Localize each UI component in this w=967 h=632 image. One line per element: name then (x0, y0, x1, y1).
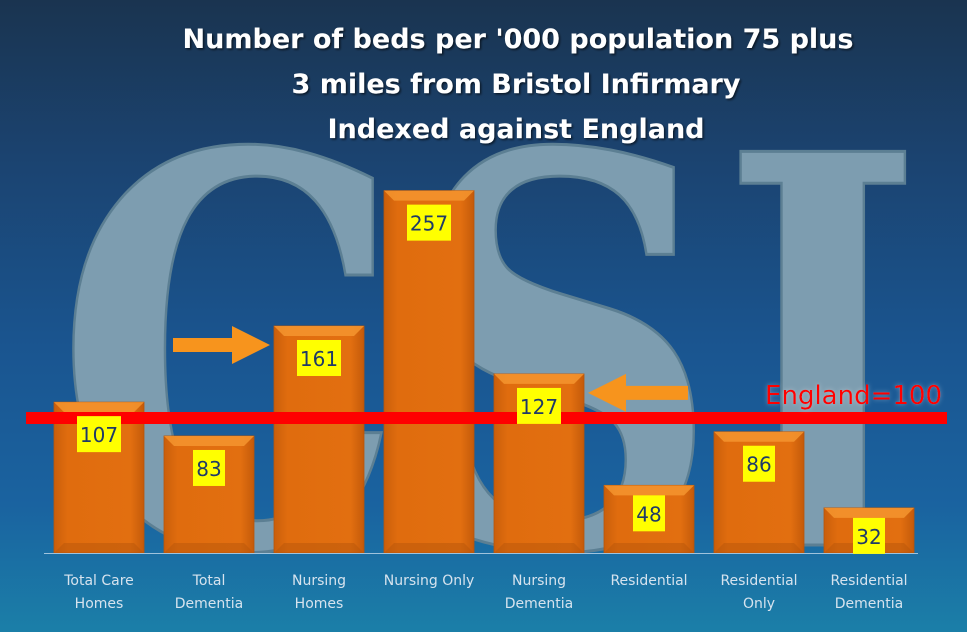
data-label-box (743, 445, 775, 482)
data-label: 107 (77, 416, 121, 453)
bar (383, 190, 475, 554)
data-label: 86 (743, 445, 775, 482)
bar-bevel-top (714, 431, 804, 442)
bar-bevel-bottom (604, 543, 694, 553)
data-label-box (193, 449, 225, 486)
x-tick-label: Nursing Only (384, 573, 475, 589)
reference-line-label: England=100 (765, 381, 942, 411)
category-labels: Total Care Homes Total Dementia Nursing Homes… (63, 573, 907, 612)
data-label-text: 257 (410, 212, 448, 236)
x-tick-label: Residential Dementia (830, 573, 907, 612)
bar-bevel-top (274, 325, 364, 336)
data-label-box (407, 204, 451, 241)
annotation-arrows (173, 325, 688, 412)
bar-bevel-bottom (164, 543, 254, 553)
bar-bevel-bottom (714, 543, 804, 553)
bar-bevel-top (54, 402, 144, 413)
value-labels: 107 83 161 257 127 48 86 32 (77, 204, 885, 554)
bar (163, 435, 255, 554)
bar-body (383, 190, 475, 554)
data-label-text: 86 (746, 453, 771, 477)
x-tick-label: Nursing Homes (292, 573, 346, 612)
arrow-left-icon (588, 373, 688, 412)
arrow-right-icon (173, 325, 270, 364)
bar-bevel-bottom (54, 543, 144, 553)
x-tick-label: Nursing Dementia (505, 573, 573, 612)
bar-bevel-top (164, 435, 254, 446)
data-label: 127 (517, 387, 561, 424)
reference-line (26, 412, 947, 424)
data-label-box (517, 387, 561, 424)
data-label: 83 (193, 449, 225, 486)
chart-title: Number of beds per '000 population 75 pl… (183, 24, 854, 145)
bar-bevel-top (384, 190, 474, 201)
data-label-text: 32 (856, 525, 881, 549)
x-tick-label: Residential Only (720, 573, 797, 612)
x-tick-label: Residential (610, 573, 687, 589)
bar-bevel-bottom (384, 543, 474, 553)
bar (713, 431, 805, 554)
data-label-text: 83 (196, 457, 221, 481)
bar-bevel-bottom (494, 543, 584, 553)
data-label-text: 127 (520, 395, 558, 419)
title-line-3: Indexed against England (328, 114, 705, 145)
title-line-2: 3 miles from Bristol Infirmary (292, 69, 741, 100)
bar-bevel-top (824, 507, 914, 518)
data-label: 32 (853, 517, 885, 554)
bar-bevel-top (494, 373, 584, 384)
data-label: 161 (297, 339, 341, 376)
reference-line-group: England=100 (26, 381, 947, 424)
data-label-text: 48 (636, 502, 661, 526)
title-line-1: Number of beds per '000 population 75 pl… (183, 24, 854, 55)
data-label-box (297, 339, 341, 376)
data-label-text: 107 (80, 423, 118, 447)
x-tick-label: Total Care Homes (63, 573, 134, 612)
bar-bevel-bottom (274, 543, 364, 553)
data-label-text: 161 (300, 347, 338, 371)
data-label-box (633, 495, 665, 532)
data-label: 48 (633, 495, 665, 532)
x-tick-label: Total Dementia (175, 573, 243, 612)
bar-bevel-top (604, 485, 694, 496)
data-label: 257 (407, 204, 451, 241)
data-label-box (853, 517, 885, 554)
data-label-box (77, 416, 121, 453)
